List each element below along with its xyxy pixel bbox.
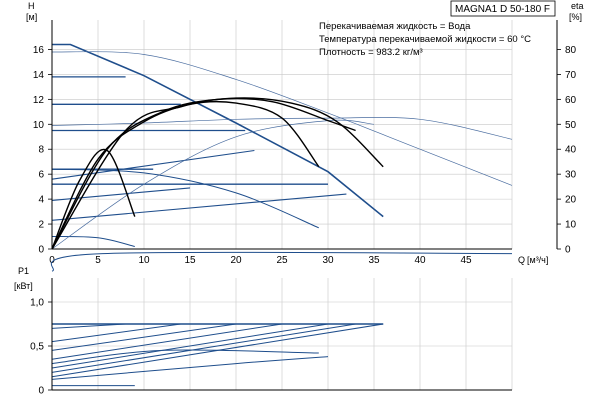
y2-tick-label: 70 bbox=[565, 70, 577, 81]
y2-tick-label: 10 bbox=[565, 220, 577, 231]
y-tick-label: 2 bbox=[38, 220, 44, 231]
bottom-chart-curves bbox=[50, 251, 513, 387]
chart-title-box bbox=[450, 0, 556, 17]
y2-tick-label: 60 bbox=[565, 95, 577, 106]
y2-tick-label: 30 bbox=[565, 170, 577, 181]
y-axis-unit: [м] bbox=[26, 12, 37, 22]
y2-axis-label: eta bbox=[571, 1, 584, 11]
y-tick-label: 0 bbox=[38, 245, 44, 256]
curve-proportional-pressure bbox=[51, 149, 255, 180]
curve-power bbox=[51, 323, 329, 369]
x-tick-label: 45 bbox=[460, 255, 472, 266]
y2-tick-label: 50 bbox=[565, 120, 577, 131]
curve-proportional-pressure bbox=[51, 193, 347, 221]
curve-fixed-curve bbox=[51, 168, 319, 229]
x-tick-label: 30 bbox=[322, 255, 334, 266]
x-tick-label: 10 bbox=[138, 255, 150, 266]
x-tick-label: 15 bbox=[184, 255, 196, 266]
curve-power-max bbox=[50, 251, 513, 272]
y-tick-label: 12 bbox=[33, 95, 45, 106]
x-tick-label: 5 bbox=[95, 255, 101, 266]
curve-power bbox=[51, 323, 181, 343]
top-chart-grid: 0 5 10 15 20 25 30 35 40 45 0 2 4 6 8 10 12 14 16 0 10 20 30 40… bbox=[33, 20, 577, 266]
y-tick-label: 6 bbox=[38, 170, 44, 181]
y-tick-label: 4 bbox=[38, 195, 44, 206]
top-chart-curves bbox=[51, 43, 513, 250]
curve-system-curve bbox=[51, 51, 513, 186]
p1-axis-label: P1 bbox=[18, 266, 29, 276]
info-temperature: Температура перекачиваемой жидкости = 60… bbox=[319, 34, 531, 45]
y2-tick-label: 20 bbox=[565, 195, 577, 206]
curve-max-curve bbox=[52, 43, 384, 218]
curve-efficiency bbox=[51, 148, 136, 250]
y-tick-label: 8 bbox=[38, 145, 44, 156]
curve-efficiency bbox=[51, 100, 320, 250]
curve-power bbox=[51, 323, 126, 329]
curve-power bbox=[51, 323, 356, 373]
x-axis-unit: [м³/ч] bbox=[527, 255, 548, 265]
bottom-chart-grid: 0 0,5 1,0 bbox=[30, 278, 513, 397]
p1-tick-label: 0,5 bbox=[30, 342, 44, 353]
curve-power bbox=[51, 323, 237, 351]
info-density: Плотность = 983.2 кг/м³ bbox=[319, 47, 423, 58]
curve-power bbox=[51, 356, 329, 380]
info-fluid: Перекачиваемая жидкость = Вода bbox=[319, 21, 471, 32]
x-tick-label: 20 bbox=[230, 255, 242, 266]
curve-fixed-curve bbox=[51, 236, 135, 247]
curve-efficiency bbox=[51, 97, 384, 250]
p1-tick-label: 1,0 bbox=[30, 298, 44, 309]
y2-tick-label: 0 bbox=[565, 245, 571, 256]
y2-axis-unit: [%] bbox=[569, 12, 582, 22]
x-axis-label: Q bbox=[518, 255, 525, 265]
y-tick-label: 10 bbox=[33, 120, 45, 131]
x-tick-label: 0 bbox=[49, 255, 55, 266]
x-tick-label: 40 bbox=[414, 255, 426, 266]
p1-axis-unit: [кВт] bbox=[14, 281, 33, 291]
y2-tick-label: 40 bbox=[565, 145, 577, 156]
curve-efficiency bbox=[51, 97, 356, 250]
curve-proportional-pressure bbox=[51, 187, 191, 201]
y2-tick-label: 80 bbox=[565, 45, 577, 56]
curve-system-curve bbox=[51, 119, 375, 250]
curve-power bbox=[51, 349, 319, 365]
x-tick-label: 25 bbox=[276, 255, 288, 266]
chart-title: MAGNA1 D 50-180 F bbox=[455, 4, 550, 15]
p1-tick-label: 0 bbox=[38, 386, 44, 397]
y-tick-label: 14 bbox=[33, 70, 45, 81]
x-tick-label: 35 bbox=[368, 255, 380, 266]
y-axis-label: H bbox=[28, 1, 35, 11]
curve-power bbox=[51, 323, 283, 360]
y-tick-label: 16 bbox=[33, 45, 45, 56]
